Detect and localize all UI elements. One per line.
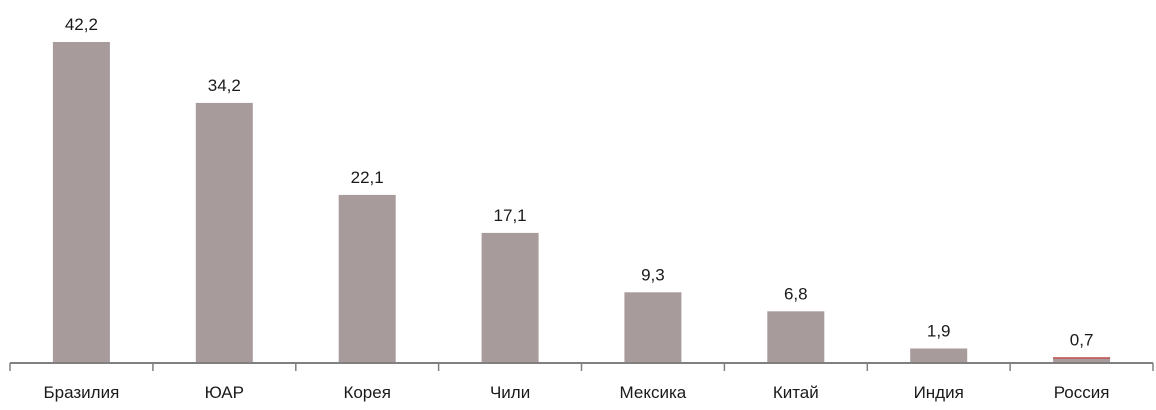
bar-1: [52, 42, 110, 363]
data-label-2: 34,2: [208, 76, 241, 95]
x-tick-label-5: Мексика: [620, 383, 687, 402]
x-tick-label-2: ЮАР: [205, 383, 244, 402]
bars-layer: [52, 42, 1111, 364]
x-tick-label-6: Китай: [773, 383, 819, 402]
data-label-5: 9,3: [641, 265, 665, 284]
x-tick-label-7: Индия: [914, 383, 964, 402]
data-label-3: 22,1: [351, 168, 384, 187]
bar-4: [481, 232, 539, 363]
data-label-8: 0,7: [1070, 331, 1094, 350]
bar-highlight-edge: [1053, 357, 1111, 359]
data-label-6: 6,8: [784, 284, 808, 303]
x-axis: [9, 362, 1154, 371]
labels-layer: 42,2 Бразилия 34,2 ЮАР 22,1 Корея 17,1 Чили 9,3 М…: [44, 15, 1110, 402]
data-label-7: 1,9: [927, 322, 951, 341]
x-tick-label-8: Россия: [1054, 383, 1110, 402]
x-tick-label-1: Бразилия: [44, 383, 120, 402]
bar-7: [910, 348, 968, 363]
data-label-1: 42,2: [65, 15, 98, 34]
data-label-4: 17,1: [494, 206, 527, 225]
bar-3: [338, 194, 396, 363]
x-tick-label-3: Корея: [343, 383, 390, 402]
bar-8: [1053, 357, 1111, 363]
bar-5: [624, 292, 682, 363]
bar-6: [767, 311, 825, 363]
x-tick-label-4: Чили: [490, 383, 530, 402]
bar-2: [195, 102, 253, 364]
